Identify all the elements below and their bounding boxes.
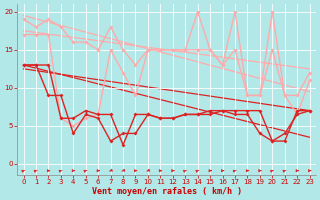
X-axis label: Vent moyen/en rafales ( km/h ): Vent moyen/en rafales ( km/h ) — [92, 187, 242, 196]
